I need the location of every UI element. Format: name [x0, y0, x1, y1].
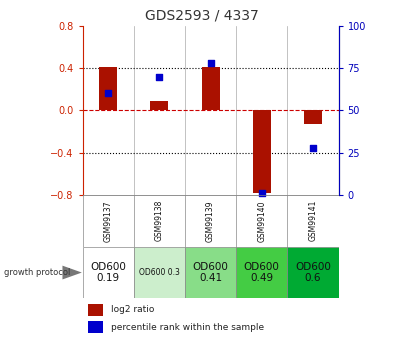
Text: growth protocol: growth protocol — [4, 268, 71, 277]
Bar — [150, 101, 168, 110]
Text: OD600 0.3: OD600 0.3 — [139, 268, 180, 277]
Point — [105, 91, 111, 96]
Bar — [304, 110, 322, 124]
Text: OD600
0.6: OD600 0.6 — [295, 262, 331, 283]
Point — [258, 190, 265, 196]
Text: OD600
0.41: OD600 0.41 — [193, 262, 229, 283]
Bar — [287, 247, 339, 298]
Point — [156, 74, 162, 79]
Bar — [99, 67, 117, 110]
Text: OD600
0.49: OD600 0.49 — [244, 262, 280, 283]
Text: GSM99138: GSM99138 — [155, 200, 164, 242]
Text: OD600
0.19: OD600 0.19 — [90, 262, 126, 283]
Text: percentile rank within the sample: percentile rank within the sample — [111, 323, 264, 332]
Point — [310, 145, 316, 150]
Text: GSM99137: GSM99137 — [104, 200, 113, 242]
Point — [207, 60, 214, 66]
Bar — [134, 247, 185, 298]
Bar — [83, 247, 134, 298]
Text: log2 ratio: log2 ratio — [111, 305, 154, 314]
Text: GSM99140: GSM99140 — [257, 200, 266, 242]
Bar — [185, 247, 236, 298]
Bar — [236, 247, 287, 298]
Polygon shape — [62, 266, 82, 279]
Bar — [253, 110, 271, 193]
Text: GSM99141: GSM99141 — [308, 200, 318, 242]
Bar — [88, 321, 103, 333]
Bar — [88, 304, 103, 316]
Text: GDS2593 / 4337: GDS2593 / 4337 — [145, 9, 258, 23]
Text: GSM99139: GSM99139 — [206, 200, 215, 242]
Bar — [202, 67, 220, 110]
